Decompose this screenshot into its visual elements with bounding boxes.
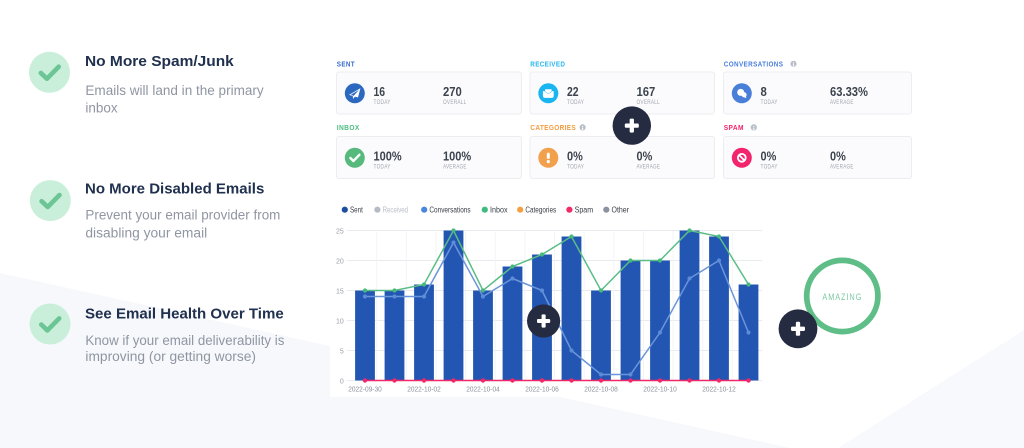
svg-text:Received: Received	[383, 206, 409, 215]
svg-text:0%: 0%	[567, 150, 583, 164]
svg-text:AVERAGE: AVERAGE	[637, 165, 661, 171]
svg-text:AVERAGE: AVERAGE	[443, 165, 467, 171]
svg-text:16: 16	[374, 85, 386, 99]
svg-text:2022-10-08: 2022-10-08	[584, 384, 618, 393]
svg-text:2022-09-30: 2022-09-30	[348, 384, 382, 393]
svg-text:TODAY: TODAY	[761, 165, 778, 171]
svg-text:TODAY: TODAY	[567, 100, 584, 106]
svg-text:10: 10	[336, 318, 344, 325]
svg-text:100%: 100%	[443, 150, 471, 164]
svg-text:No More Spam/Junk: No More Spam/Junk	[85, 53, 234, 70]
svg-text:63.33%: 63.33%	[830, 85, 868, 99]
svg-text:SPAM: SPAM	[724, 123, 744, 132]
svg-text:Categories: Categories	[525, 206, 556, 215]
svg-text:CATEGORIES: CATEGORIES	[530, 123, 576, 132]
svg-text:20: 20	[336, 258, 344, 265]
svg-text:Other: Other	[612, 206, 630, 215]
svg-text:Spam: Spam	[575, 206, 594, 215]
svg-text:inbox: inbox	[85, 101, 118, 116]
svg-text:CONVERSATIONS: CONVERSATIONS	[724, 59, 784, 68]
svg-text:8: 8	[761, 85, 767, 99]
svg-text:2022-10-10: 2022-10-10	[643, 384, 677, 393]
svg-text:Inbox: Inbox	[490, 206, 508, 215]
svg-text:0: 0	[340, 378, 344, 385]
svg-text:OVERALL: OVERALL	[637, 100, 661, 106]
svg-text:AMAZING: AMAZING	[822, 292, 862, 302]
svg-text:Know if your email deliverabil: Know if your email deliverability is	[85, 333, 284, 348]
svg-text:improving (or getting worse): improving (or getting worse)	[85, 349, 256, 364]
svg-text:15: 15	[336, 288, 344, 295]
svg-text:2022-10-04: 2022-10-04	[466, 384, 500, 393]
svg-text:RECEIVED: RECEIVED	[530, 59, 565, 68]
svg-text:0%: 0%	[830, 150, 846, 164]
svg-text:TODAY: TODAY	[374, 100, 391, 106]
svg-text:AVERAGE: AVERAGE	[830, 100, 854, 106]
svg-text:TODAY: TODAY	[567, 165, 584, 171]
svg-text:Sent: Sent	[350, 206, 364, 215]
svg-text:Prevent your email provider fr: Prevent your email provider from	[85, 208, 280, 223]
svg-text:22: 22	[567, 85, 579, 99]
svg-text:0%: 0%	[761, 150, 777, 164]
svg-text:OVERALL: OVERALL	[443, 100, 467, 106]
svg-text:SENT: SENT	[337, 59, 355, 68]
svg-text:AVERAGE: AVERAGE	[830, 165, 854, 171]
svg-text:INBOX: INBOX	[337, 123, 360, 132]
svg-text:No More Disabled Emails: No More Disabled Emails	[85, 180, 264, 197]
svg-text:2022-10-02: 2022-10-02	[407, 384, 441, 393]
svg-text:2022-10-12: 2022-10-12	[702, 384, 736, 393]
svg-text:See Email Health Over Time: See Email Health Over Time	[85, 305, 284, 322]
svg-text:100%: 100%	[374, 150, 402, 164]
svg-text:Conversations: Conversations	[429, 206, 470, 215]
svg-text:0%: 0%	[637, 150, 653, 164]
svg-text:25: 25	[336, 228, 344, 235]
svg-text:167: 167	[637, 85, 656, 99]
svg-text:TODAY: TODAY	[761, 100, 778, 106]
svg-text:disabling your email: disabling your email	[85, 225, 207, 240]
svg-text:2022-10-06: 2022-10-06	[525, 384, 559, 393]
svg-text:5: 5	[340, 348, 344, 355]
svg-text:Emails will land in the primar: Emails will land in the primary	[85, 83, 264, 98]
svg-text:270: 270	[443, 85, 462, 99]
svg-text:TODAY: TODAY	[374, 165, 391, 171]
